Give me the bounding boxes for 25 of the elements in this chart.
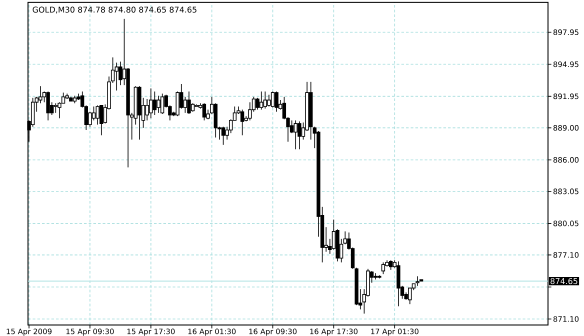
candlestick: [100, 105, 104, 136]
candlestick: [396, 260, 400, 307]
candlestick: [69, 96, 73, 102]
candlestick: [160, 93, 164, 114]
ref-line-label: 874.65: [550, 278, 578, 284]
candlestick: [65, 93, 69, 100]
candlestick: [149, 88, 153, 119]
candlestick: [416, 276, 420, 286]
candlestick: [187, 91, 191, 114]
chart-title: GOLD,M30 874.78 874.80 874.65 874.65: [32, 6, 196, 14]
candlestick: [274, 91, 278, 112]
candlestick: [408, 288, 412, 304]
candlestick: [298, 121, 302, 150]
candlestick: [263, 91, 268, 110]
candlestick: [138, 86, 142, 140]
candlestick: [270, 91, 275, 108]
candlestick: [156, 95, 160, 114]
candlestick: [378, 274, 382, 279]
candlestick: [72, 95, 77, 104]
candlestick: [267, 94, 271, 107]
candlestick: [294, 120, 298, 150]
candlestick: [202, 102, 206, 121]
candlestick: [374, 272, 378, 280]
candlestick: [381, 262, 386, 275]
candlestick: [46, 91, 50, 121]
